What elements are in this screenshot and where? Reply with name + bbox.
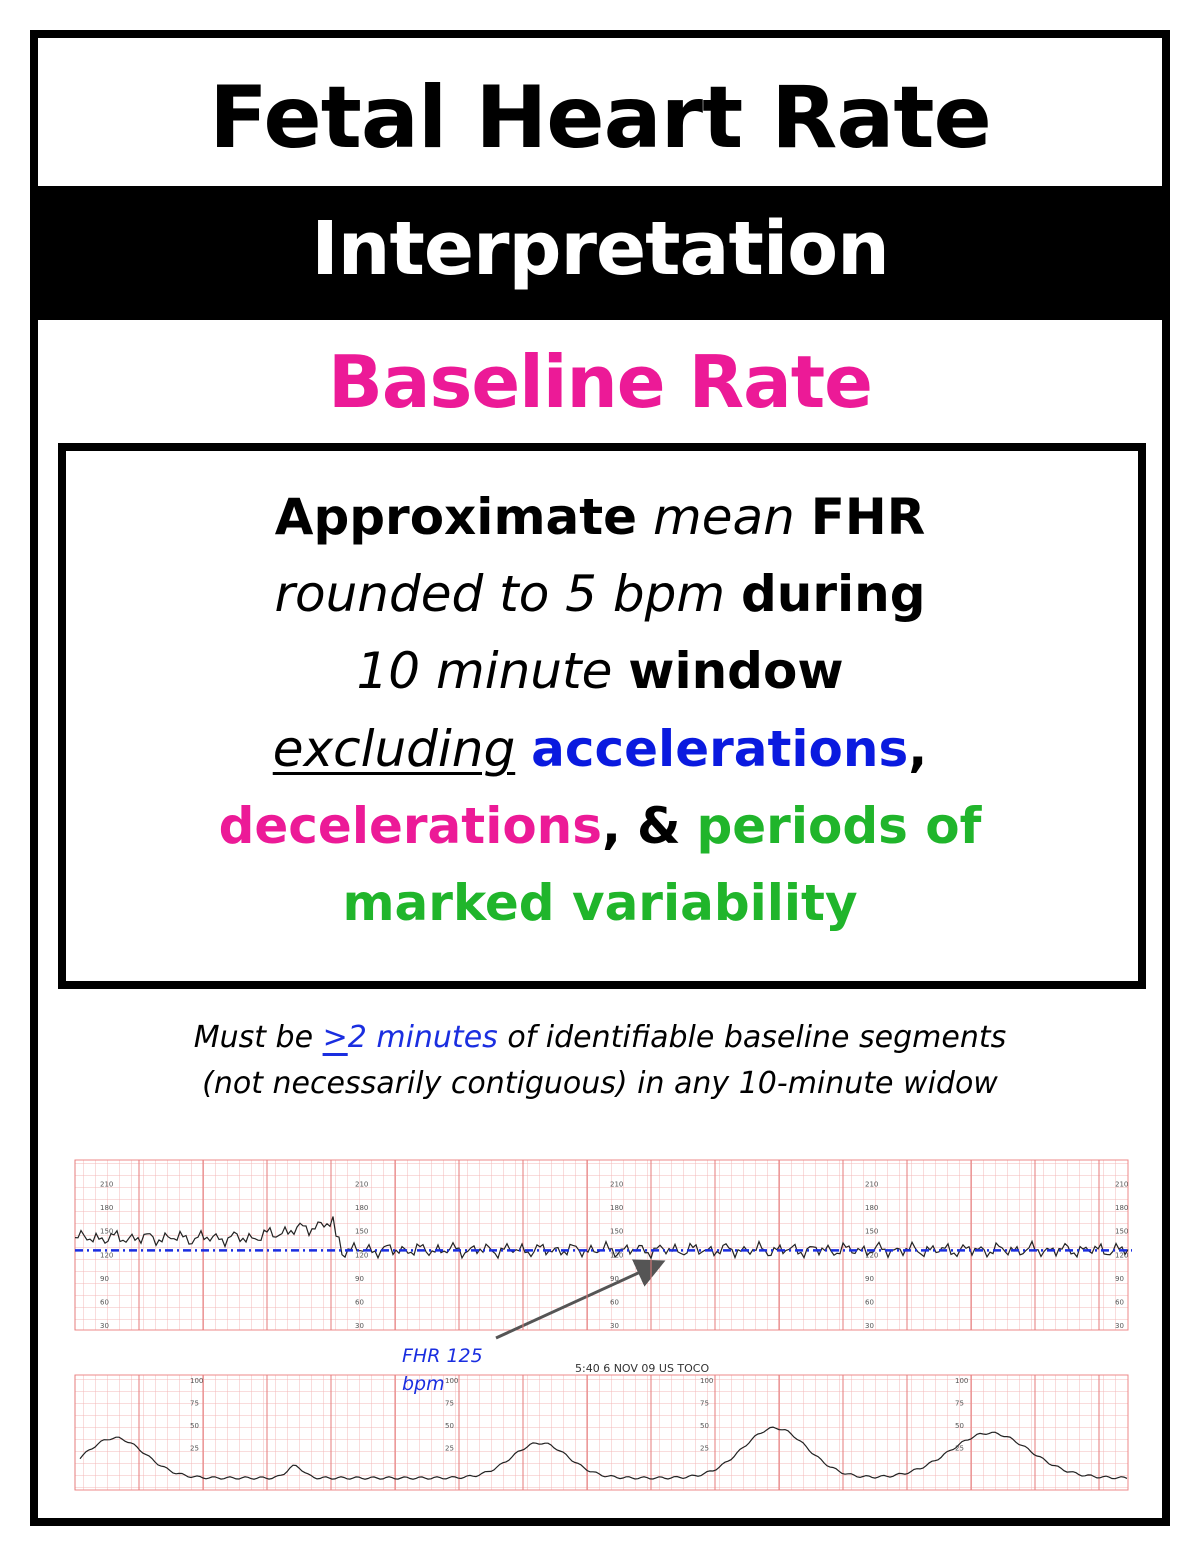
scale-label: 25 (445, 1445, 454, 1453)
scale-label: 60 (100, 1298, 109, 1306)
text: Must be (193, 1020, 314, 1055)
text: window (628, 642, 844, 700)
scale-label: 210 (355, 1181, 368, 1189)
scale-label: 120 (865, 1251, 878, 1259)
definition-line: decelerations, & periods of (0, 797, 1200, 855)
text: decelerations (218, 797, 603, 855)
note-line: Must be >2 minutes of identifiable basel… (0, 1020, 1200, 1055)
scale-label: 90 (610, 1275, 619, 1283)
scale-label: 25 (190, 1445, 199, 1453)
scale-label: 30 (100, 1322, 109, 1330)
text: , (602, 797, 622, 855)
scale-label: 120 (1115, 1251, 1128, 1259)
scale-label: 60 (865, 1298, 874, 1306)
scale-label: 120 (355, 1251, 368, 1259)
scale-label: 180 (1115, 1204, 1128, 1212)
subtitle: Interpretation (311, 206, 890, 292)
scale-label: 100 (955, 1377, 968, 1385)
scale-label: 210 (100, 1181, 113, 1189)
text: Approximate (274, 488, 638, 546)
fhr-grid (74, 1159, 1129, 1331)
scale-label: 75 (190, 1400, 199, 1408)
definition-line: 10 minute window (0, 642, 1200, 700)
scale-label: 210 (610, 1181, 623, 1189)
definition-box (58, 443, 1146, 989)
scale-label: 180 (100, 1204, 113, 1212)
text: accelerations (531, 720, 909, 778)
scale-label: 30 (610, 1322, 619, 1330)
text: mean (653, 488, 795, 546)
page-border (30, 30, 1170, 1526)
scale-label: 90 (865, 1275, 874, 1283)
scale-label: 120 (100, 1251, 113, 1259)
scale-label: 25 (700, 1445, 709, 1453)
toco-label: 5:40 6 NOV 09 US TOCO (575, 1362, 709, 1375)
definition-line: marked variability (0, 874, 1200, 932)
text: periods of (696, 797, 982, 855)
scale-label: 150 (865, 1228, 878, 1236)
scale-label: 50 (955, 1422, 964, 1430)
scale-label: 150 (1115, 1228, 1128, 1236)
scale-label: 75 (700, 1400, 709, 1408)
definition-line: Approximate mean FHR (0, 488, 1200, 546)
scale-label: 90 (100, 1275, 109, 1283)
annotation: bpm (402, 1373, 445, 1395)
scale-label: 25 (955, 1445, 964, 1453)
title: Fetal Heart Rate (209, 68, 992, 168)
scale-label: 210 (865, 1181, 878, 1189)
section-heading: Baseline Rate (328, 340, 873, 424)
scale-label: 90 (1115, 1275, 1124, 1283)
scale-label: 90 (355, 1275, 364, 1283)
definition-line: excluding accelerations, (0, 720, 1200, 778)
scale-label: 150 (610, 1228, 623, 1236)
scale-label: 50 (445, 1422, 454, 1430)
scale-label: 30 (865, 1322, 874, 1330)
scale-label: 50 (700, 1422, 709, 1430)
toco-grid (74, 1374, 1129, 1491)
text: (not necessarily contiguous) in any 10-m… (202, 1066, 998, 1101)
scale-label: 30 (355, 1322, 364, 1330)
text: marked variability (342, 874, 858, 932)
scale-label: 150 (355, 1228, 368, 1236)
text: 2 minutes (347, 1020, 498, 1055)
text: , (908, 720, 928, 778)
scale-label: 180 (865, 1204, 878, 1212)
scale-label: 30 (1115, 1322, 1124, 1330)
text: rounded to 5 bpm (274, 565, 726, 623)
scale-label: 100 (445, 1377, 458, 1385)
scale-label: 150 (100, 1228, 113, 1236)
scale-label: 100 (190, 1377, 203, 1385)
text: of identifiable baseline segments (507, 1020, 1007, 1055)
definition-line: rounded to 5 bpm during (0, 565, 1200, 623)
text: FHR (810, 488, 926, 546)
text: > (322, 1020, 348, 1055)
scale-label: 180 (610, 1204, 623, 1212)
scale-label: 60 (610, 1298, 619, 1306)
scale-label: 60 (355, 1298, 364, 1306)
text: during (740, 565, 926, 623)
annotation: FHR 125 (402, 1345, 483, 1367)
scale-label: 75 (445, 1400, 454, 1408)
scale-label: 50 (190, 1422, 199, 1430)
scale-label: 180 (355, 1204, 368, 1212)
toco-trace (79, 1426, 1128, 1480)
scale-label: 75 (955, 1400, 964, 1408)
scale-label: 210 (1115, 1181, 1128, 1189)
scale-label: 60 (1115, 1298, 1124, 1306)
text: & (636, 797, 681, 855)
text: excluding (272, 720, 516, 778)
subtitle-band (38, 186, 1162, 320)
text: 10 minute (356, 642, 613, 700)
scale-label: 100 (700, 1377, 713, 1385)
note-line: (not necessarily contiguous) in any 10-m… (0, 1066, 1200, 1101)
